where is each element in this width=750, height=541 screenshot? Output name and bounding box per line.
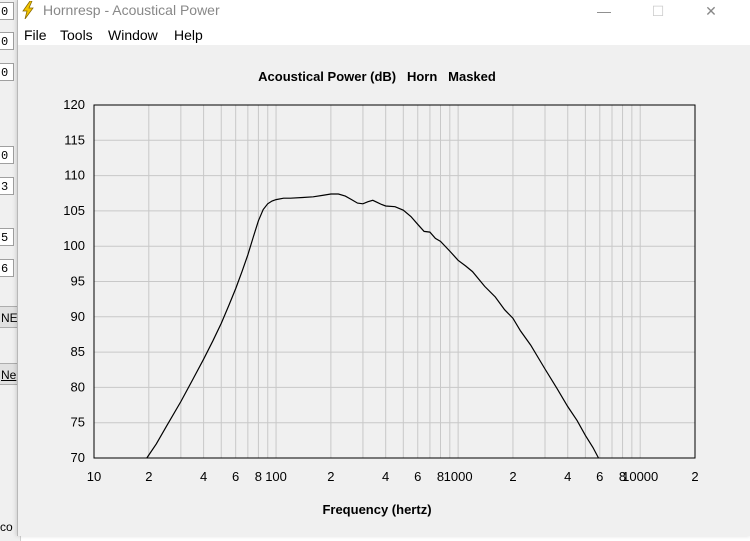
lightning-bolt-icon [22, 1, 34, 19]
y-tick-label: 75 [71, 415, 85, 430]
menu-help[interactable]: Help [174, 27, 203, 43]
x-axis-label: Frequency (hertz) [322, 502, 431, 517]
acoustical-power-chart: Acoustical Power (dB) Horn Masked 120 115… [63, 69, 698, 517]
acoustical-power-window: Hornresp - Acoustical Power — ☐ ✕ File T… [17, 0, 750, 536]
background-field[interactable]: 5 [0, 228, 14, 246]
x-tick-label: 1000 [444, 469, 473, 484]
x-tick-label: 2 [509, 469, 516, 484]
background-field[interactable]: 0 [0, 2, 14, 20]
y-tick-label: 85 [71, 344, 85, 359]
window-title: Hornresp - Acoustical Power [43, 2, 220, 18]
plot-frame [93, 104, 696, 459]
x-tick-label: 6 [232, 469, 239, 484]
x-tick-label: 8 [619, 469, 626, 484]
y-tick-label: 80 [71, 379, 85, 394]
x-tick-label: 2 [145, 469, 152, 484]
x-tick-label: 4 [200, 469, 207, 484]
background-field[interactable]: 0 [0, 146, 14, 164]
menu-file[interactable]: File [24, 27, 47, 43]
x-tick-label: 100 [265, 469, 287, 484]
background-button[interactable]: NE [0, 306, 18, 328]
y-tick-label: 115 [64, 132, 85, 147]
y-tick-label: 120 [63, 97, 85, 112]
background-status-text: co [0, 520, 13, 534]
y-tick-label: 105 [63, 203, 85, 218]
x-tick-label: 4 [564, 469, 571, 484]
x-tick-label: 10 [87, 469, 101, 484]
x-tick-label: 8 [437, 469, 444, 484]
background-field[interactable]: 3 [0, 177, 14, 195]
x-tick-label: 6 [596, 469, 603, 484]
menu-bar: File Tools Window Help [18, 24, 750, 46]
y-tick-label: 70 [71, 450, 85, 465]
y-tick-label: 100 [63, 238, 85, 253]
x-tick-label: 2 [327, 469, 334, 484]
y-tick-label: 110 [64, 168, 85, 183]
maximize-button[interactable]: ☐ [651, 3, 665, 19]
x-tick-label: 10000 [622, 469, 658, 484]
y-tick-label: 90 [71, 309, 85, 324]
background-button[interactable]: Ne [0, 363, 18, 385]
minimize-button[interactable]: — [597, 3, 611, 19]
chart-title: Acoustical Power (dB) Horn Masked [258, 69, 496, 84]
background-window: 0 0 0 0 3 5 6 NE Ne co [0, 0, 21, 541]
background-field[interactable]: 0 [0, 32, 14, 50]
menu-tools[interactable]: Tools [60, 27, 93, 43]
title-bar[interactable]: Hornresp - Acoustical Power — ☐ ✕ [18, 0, 750, 22]
y-tick-label: 95 [71, 274, 85, 289]
x-tick-label: 2 [691, 469, 698, 484]
background-field[interactable]: 0 [0, 63, 14, 81]
close-button[interactable]: ✕ [705, 3, 717, 19]
x-tick-label: 8 [255, 469, 262, 484]
power-curve [146, 193, 600, 459]
chart-area: Acoustical Power (dB) Horn Masked 120 115… [18, 45, 750, 536]
menu-window[interactable]: Window [108, 27, 158, 43]
x-tick-label: 4 [382, 469, 389, 484]
background-field[interactable]: 6 [0, 259, 14, 277]
x-tick-label: 6 [414, 469, 421, 484]
